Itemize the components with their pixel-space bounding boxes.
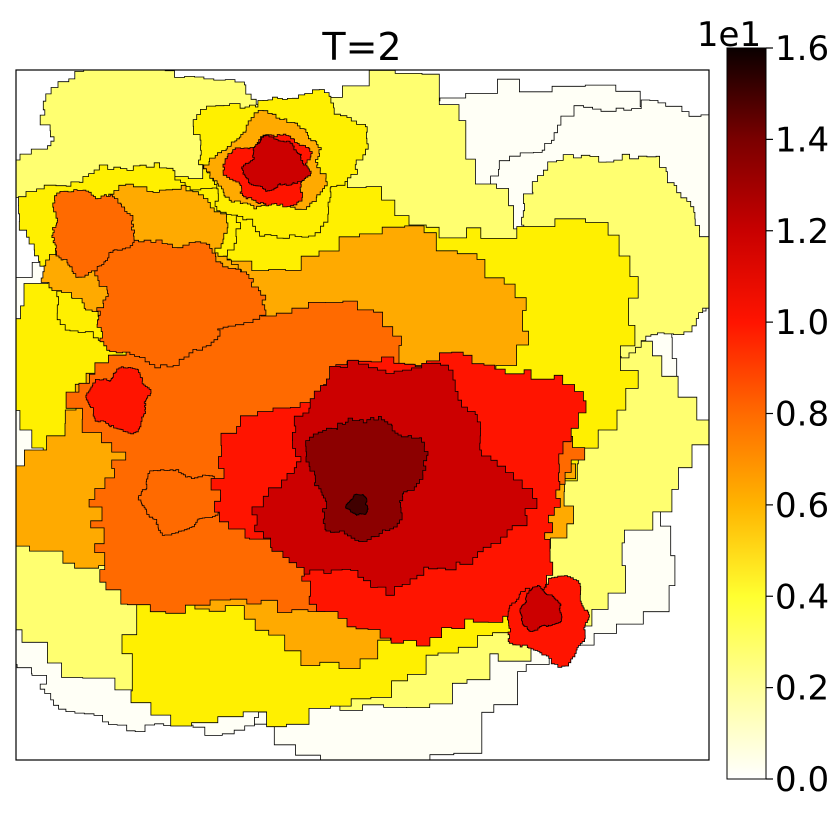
colorbar-tick-label: 0.8 — [775, 395, 829, 435]
colorbar-tick-label: 1.2 — [775, 212, 829, 252]
contour-band-level-6 — [241, 134, 312, 192]
plot-area — [15, 69, 710, 761]
contour-band-level-4 — [51, 189, 135, 278]
colorbar-tick-label: 0.6 — [775, 486, 829, 526]
colorbar-ticks: 0.0 0.2 0.4 0.6 0.8 1.0 1.2 1.4 1.6 — [766, 29, 829, 800]
plot-frame — [15, 69, 710, 761]
colorbar: 1e1 0.0 0.2 0.4 0.6 0.8 1.0 1.2 1.4 1.6 — [697, 15, 829, 800]
contour-band-level-6 — [519, 585, 563, 632]
heatmap-layers — [16, 70, 709, 760]
contour-band-level-8 — [345, 493, 369, 516]
contour-band-level-7 — [305, 416, 429, 542]
colorbar-tick-label: 0.0 — [775, 760, 829, 800]
colorbar-tick-label: 0.4 — [775, 577, 829, 617]
contour-band-level-4 — [137, 469, 225, 536]
colorbar-bar — [726, 47, 767, 780]
contour-band-level-4 — [89, 239, 267, 369]
colorbar-tick-label: 1.0 — [775, 303, 829, 343]
contour-band-level-5 — [85, 366, 152, 435]
colorbar-exponent-label: 1e1 — [697, 15, 761, 55]
colorbar-tick-label: 1.6 — [775, 29, 829, 69]
colorbar-tick-label: 0.2 — [775, 669, 829, 709]
chart-title: T=2 — [321, 25, 401, 69]
colorbar-tick-label: 1.4 — [775, 120, 829, 160]
